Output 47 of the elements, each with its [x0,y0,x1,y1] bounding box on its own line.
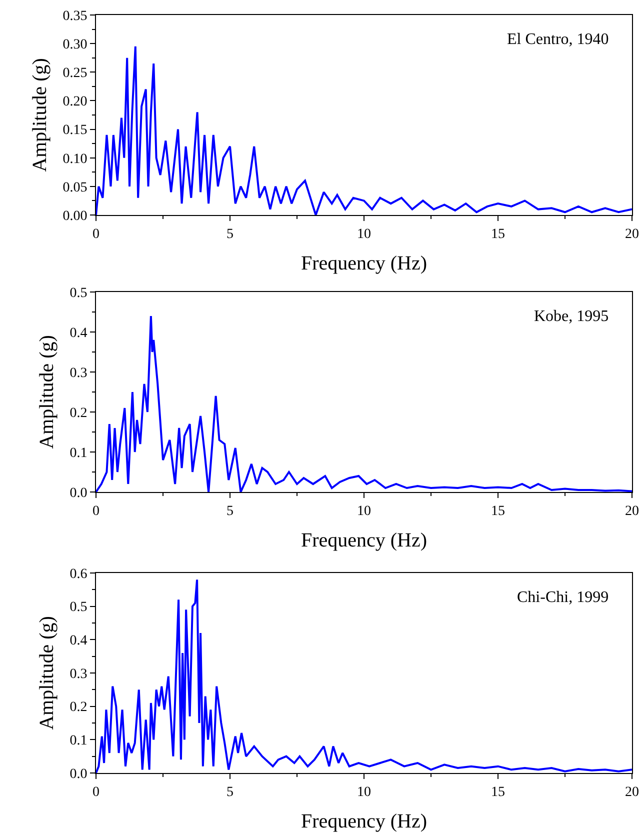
x-tick-label: 10 [357,784,371,800]
annotation: Kobe, 1995 [534,308,609,325]
y-tick-label: 0.25 [62,66,88,82]
x-axis-title: Frequency (Hz) [300,529,428,552]
y-tick-label: 0.3 [70,366,88,381]
y-tick-label: 0.0 [70,766,88,782]
y-tick-label: 0.05 [62,180,88,196]
x-tick-label: 20 [625,226,639,242]
x-tick-label: 15 [491,784,505,800]
y-axis-title: Amplitude (g) [29,58,52,172]
annotation: Chi-Chi, 1999 [517,589,609,606]
x-tick-label: 0 [92,504,100,519]
y-tick-label: 0.4 [70,634,88,649]
line-series [96,578,632,773]
line-series [96,45,632,215]
x-tick-label: 5 [226,504,234,519]
x-tick-label: 20 [625,504,639,519]
y-tick-label: 0.2 [70,406,88,421]
y-axis-title: Amplitude (g) [36,616,58,730]
x-axis-title: Frequency (Hz) [300,810,428,832]
x-tick-label: 5 [226,226,234,242]
annotation: El Centro, 1940 [507,31,609,48]
x-tick-label: 10 [357,504,371,519]
x-tick-label: 15 [491,226,505,242]
x-tick-label: 10 [357,226,371,242]
y-tick-label: 0.0 [70,486,88,501]
y-tick-label: 0.15 [62,123,88,138]
y-tick-label: 0.00 [62,208,88,224]
y-tick-label: 0.3 [70,666,88,682]
y-tick-label: 0.30 [62,37,88,52]
y-tick-label: 0.35 [62,8,88,24]
y-tick-label: 0.1 [70,734,88,749]
x-tick-label: 15 [491,504,505,519]
y-tick-label: 0.1 [70,446,88,461]
x-axis-title: Frequency (Hz) [300,252,428,274]
x-tick-label: 5 [226,784,234,800]
x-tick-label: 20 [625,784,639,800]
y-tick-label: 0.4 [70,326,88,341]
y-tick-label: 0.6 [70,566,88,582]
y-tick-label: 0.10 [62,152,88,167]
x-tick-label: 0 [92,226,100,242]
y-tick-label: 0.5 [70,286,88,301]
y-tick-label: 0.5 [70,600,88,616]
y-tick-label: 0.20 [62,94,88,110]
x-tick-label: 0 [92,784,100,800]
y-tick-label: 0.2 [70,700,88,716]
y-axis-title: Amplitude (g) [36,335,58,449]
